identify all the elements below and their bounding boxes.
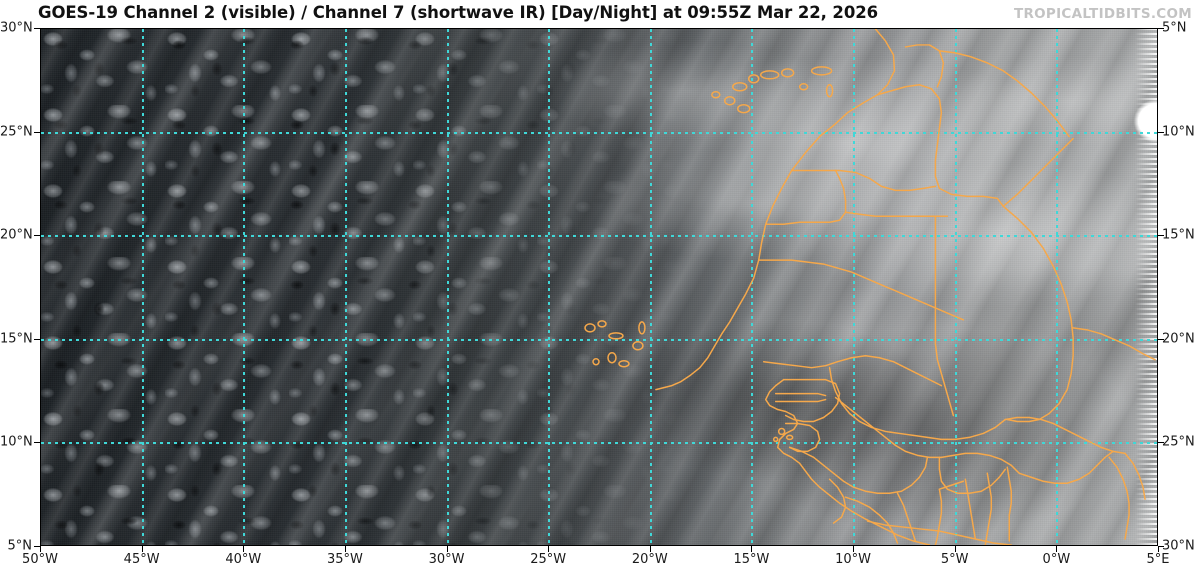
x-axis-label: 45°W bbox=[123, 552, 160, 567]
x-axis-label: 0°W bbox=[1042, 552, 1071, 567]
border-gambia bbox=[774, 392, 827, 403]
y-axis-label-left: 30°N bbox=[0, 20, 33, 36]
y-axis-label-left: 25°N bbox=[0, 124, 33, 140]
border-western-sahara-south bbox=[765, 169, 847, 225]
map-overlay bbox=[584, 29, 1156, 545]
y-axis-tick-left bbox=[34, 338, 40, 340]
y-axis-tick-right bbox=[1158, 338, 1164, 340]
island-madeira bbox=[798, 66, 834, 98]
x-axis-label: 35°W bbox=[326, 552, 363, 567]
border-morocco-north bbox=[904, 44, 945, 88]
y-axis-tick-right bbox=[1158, 546, 1164, 547]
border-nigeria-east bbox=[1108, 456, 1130, 540]
x-axis-tick bbox=[1056, 546, 1058, 552]
border-togo bbox=[984, 472, 993, 545]
y-axis-tick-left bbox=[34, 235, 40, 237]
y-axis-tick-right bbox=[1158, 442, 1164, 444]
x-axis-tick bbox=[243, 546, 245, 552]
sensor-grain-noise bbox=[41, 29, 1157, 545]
border-guinea bbox=[788, 446, 929, 494]
scan-limb-artifact bbox=[1135, 29, 1157, 545]
y-axis-label-right: 20°N bbox=[1162, 331, 1195, 347]
border-ghana bbox=[938, 478, 977, 540]
y-axis-tick-right bbox=[1158, 131, 1164, 133]
border-niger-south bbox=[1018, 450, 1114, 484]
x-axis-tick bbox=[954, 546, 956, 552]
y-axis-label-left: 15°N bbox=[0, 331, 33, 347]
border-burkina-faso bbox=[938, 452, 1020, 494]
land-surface-shading bbox=[41, 29, 1157, 545]
border-sierra-leone bbox=[828, 478, 847, 524]
border-algeria-mali-diagonal bbox=[1002, 137, 1074, 208]
y-axis-label-left: 5°N bbox=[7, 538, 33, 554]
border-mali-niger-diagonal bbox=[934, 215, 955, 417]
x-axis-label: 5°W bbox=[940, 552, 969, 567]
x-axis-label: 10°W bbox=[835, 552, 872, 567]
y-axis-label-right: 25°N bbox=[1162, 434, 1195, 450]
cloud-street-bands-coarse bbox=[41, 29, 1157, 545]
scan-limb-blob bbox=[1127, 93, 1157, 149]
border-mauritania-south bbox=[762, 354, 943, 387]
coastline-senegal-gambia bbox=[764, 378, 931, 545]
border-ivory-coast bbox=[896, 488, 943, 545]
border-niger bbox=[1004, 416, 1126, 455]
y-axis-label-right: 5°N bbox=[1162, 20, 1187, 36]
island-bijagos bbox=[772, 427, 794, 443]
x-axis-tick bbox=[40, 546, 41, 552]
border-algeria-south bbox=[1002, 205, 1074, 423]
x-axis-label: 20°W bbox=[631, 552, 668, 567]
cirrus-plume-layer bbox=[41, 29, 1157, 545]
x-axis-label: 30°W bbox=[428, 552, 465, 567]
island-cape-verde bbox=[584, 320, 646, 368]
stratocumulus-gap-field bbox=[41, 29, 622, 545]
border-algeria-east bbox=[1072, 327, 1156, 361]
cloud-street-bands bbox=[41, 29, 1157, 545]
x-axis-tick bbox=[649, 546, 651, 552]
y-axis-tick-left bbox=[34, 442, 40, 444]
border-morocco bbox=[876, 84, 1005, 208]
satellite-imagery bbox=[41, 29, 1157, 545]
border-benin bbox=[1006, 466, 1013, 542]
site-watermark: TROPICALTIDBITS.COM bbox=[1013, 6, 1192, 22]
y-axis-tick-left bbox=[34, 131, 40, 133]
border-liberia bbox=[844, 496, 899, 544]
x-axis-label: 40°W bbox=[225, 552, 262, 567]
x-axis-label: 15°W bbox=[733, 552, 770, 567]
x-axis-label: 5°E bbox=[1146, 552, 1170, 567]
x-axis-tick bbox=[853, 546, 855, 552]
y-axis-tick-right bbox=[1158, 28, 1164, 29]
y-axis-label-right: 30°N bbox=[1162, 538, 1195, 554]
island-canaries bbox=[711, 68, 795, 114]
x-axis-tick bbox=[446, 546, 448, 552]
y-axis-label-right: 10°N bbox=[1162, 124, 1195, 140]
border-mali bbox=[828, 366, 1007, 441]
map-plot-area[interactable] bbox=[40, 28, 1158, 546]
title-bar: GOES-19 Channel 2 (visible) / Channel 7 … bbox=[0, 0, 1200, 28]
y-axis-label-left: 10°N bbox=[0, 434, 33, 450]
x-axis-label: 50°W bbox=[22, 552, 58, 567]
y-axis-tick-left bbox=[34, 546, 40, 547]
border-algeria-morocco bbox=[938, 50, 1070, 138]
y-axis-tick-right bbox=[1158, 235, 1164, 237]
y-axis-tick-left bbox=[34, 28, 40, 29]
y-axis-label-left: 20°N bbox=[0, 227, 33, 243]
border-chad-west bbox=[1124, 452, 1146, 500]
x-axis-tick bbox=[344, 546, 346, 552]
coastline-northwest-africa bbox=[655, 29, 896, 391]
x-axis-tick bbox=[548, 546, 550, 552]
border-western-sahara-east bbox=[844, 211, 949, 218]
page-title: GOES-19 Channel 2 (visible) / Channel 7 … bbox=[38, 3, 878, 22]
border-mauritania bbox=[757, 259, 965, 321]
y-axis-label-right: 15°N bbox=[1162, 227, 1195, 243]
coastline-gulf-of-guinea bbox=[866, 520, 1013, 545]
x-axis-tick bbox=[751, 546, 753, 552]
x-axis-label: 25°W bbox=[530, 552, 567, 567]
x-axis-tick bbox=[1158, 546, 1159, 552]
border-senegal bbox=[782, 378, 841, 423]
border-western-sahara bbox=[790, 169, 937, 192]
x-axis-tick bbox=[141, 546, 143, 552]
border-mali-south bbox=[834, 396, 943, 459]
